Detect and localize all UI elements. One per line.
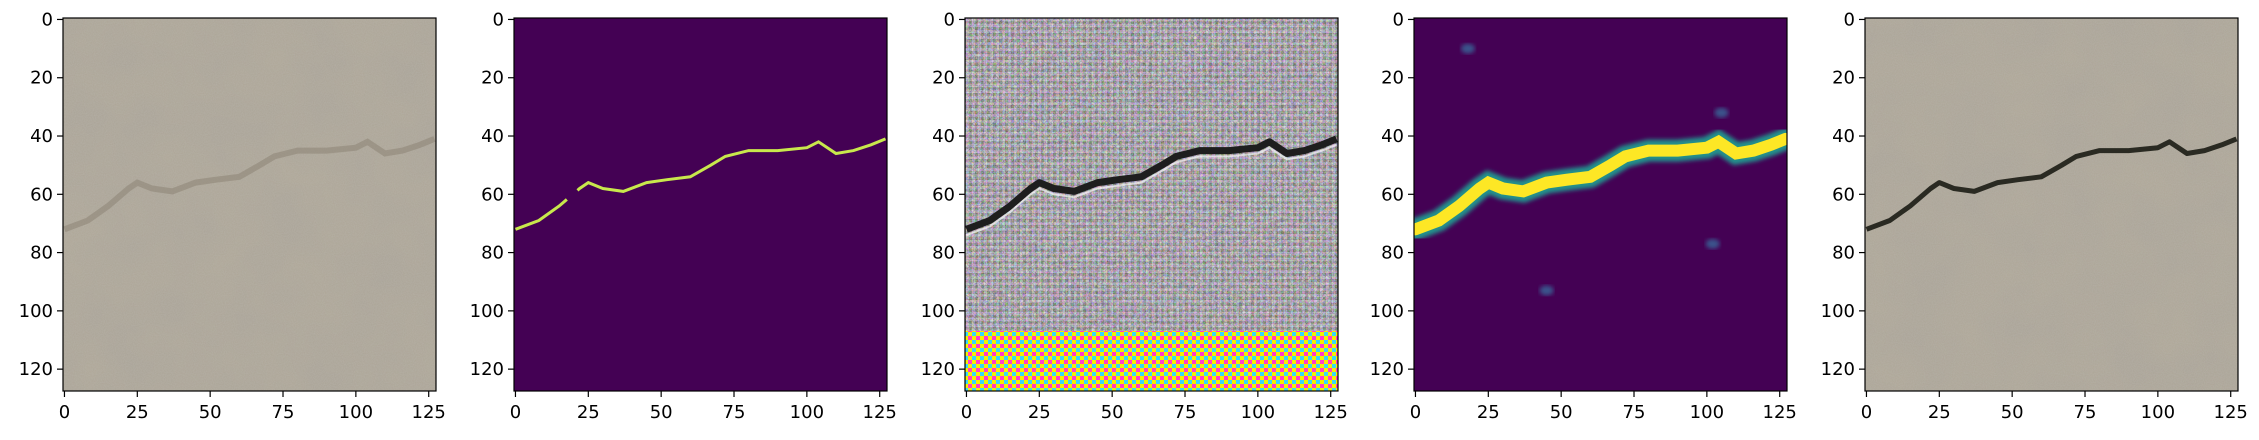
x-tick-label: 0: [1410, 402, 1421, 423]
x-tick-label: 50: [650, 402, 673, 423]
y-tick-label: 20: [30, 68, 53, 89]
y-tick-label: 40: [481, 126, 504, 147]
generated-image-image: [965, 18, 1338, 391]
crack-line: [1414, 132, 1787, 236]
x-tick-label: 0: [1861, 402, 1872, 423]
x-tick-label: 0: [961, 402, 972, 423]
y-tick-label: 0: [493, 9, 504, 30]
y-tick-label: 80: [481, 243, 504, 264]
x-tick-label: 75: [1174, 402, 1197, 423]
noise-blob: [1539, 285, 1554, 296]
x-tick-label: 100: [2141, 402, 2175, 423]
y-tick-label: 60: [1832, 184, 1855, 205]
x-tick-label: 50: [199, 402, 222, 423]
axes-frame: [62, 17, 437, 392]
y-tick-label: 20: [1832, 68, 1855, 89]
x-tick-label: 75: [272, 402, 295, 423]
y-tick-label: 100: [19, 301, 53, 322]
x-tick-label: 125: [1314, 402, 1348, 423]
x-tick-label: 125: [2214, 402, 2248, 423]
x-tick-label: 25: [1477, 402, 1500, 423]
y-tick-label: 120: [1821, 359, 1855, 380]
x-tick-label: 0: [59, 402, 70, 423]
generated-image-panel: 0 25 50 75 100 125 0 20 40 60 80 100 120: [921, 9, 1348, 423]
artifact-band: [965, 331, 1338, 391]
y-tick-label: 120: [1370, 359, 1404, 380]
overlay-photo-image: [1865, 18, 2238, 391]
crack-line: [63, 136, 436, 233]
x-tick-label: 25: [1928, 402, 1951, 423]
x-tick-label: 0: [510, 402, 521, 423]
crack-line: [1865, 136, 2238, 232]
axes-frame: [513, 17, 888, 392]
y-tick-label: 60: [932, 184, 955, 205]
crack-line: [965, 135, 1338, 233]
predicted-mask-image: [1414, 18, 1787, 391]
y-tick-label: 40: [30, 126, 53, 147]
y-tick-label: 120: [921, 359, 955, 380]
y-tick-label: 120: [470, 359, 504, 380]
x-tick-label: 50: [1101, 402, 1124, 423]
panels-layer: 0 25 50 75 100 125 0 20 40 60 80 100 120 0 25 50 75 100 12…: [19, 9, 2248, 423]
y-tick-label: 20: [932, 68, 955, 89]
x-tick-label: 75: [1623, 402, 1646, 423]
x-tick-label: 75: [723, 402, 746, 423]
axes-frame: [1413, 17, 1788, 392]
y-tick-label: 80: [932, 243, 955, 264]
y-tick-label: 80: [1832, 243, 1855, 264]
x-tick-label: 100: [790, 402, 824, 423]
input-photo-image: [63, 18, 436, 391]
x-tick-label: 125: [863, 402, 897, 423]
y-tick-label: 40: [1381, 126, 1404, 147]
x-tick-label: 100: [339, 402, 373, 423]
x-tick-label: 25: [577, 402, 600, 423]
y-tick-label: 40: [932, 126, 955, 147]
x-tick-label: 25: [126, 402, 149, 423]
x-tick-label: 125: [1763, 402, 1797, 423]
y-tick-label: 100: [1370, 301, 1404, 322]
x-tick-label: 100: [1690, 402, 1724, 423]
x-tick-label: 75: [2074, 402, 2097, 423]
x-tick-label: 125: [412, 402, 446, 423]
x-tick-label: 50: [2001, 402, 2024, 423]
x-tick-label: 100: [1241, 402, 1275, 423]
y-tick-label: 100: [470, 301, 504, 322]
axes-frame: [1864, 17, 2239, 392]
x-tick-label: 50: [1550, 402, 1573, 423]
y-tick-label: 80: [30, 243, 53, 264]
noise-blob: [1460, 43, 1475, 54]
y-tick-label: 100: [921, 301, 955, 322]
noise-blob: [1714, 107, 1729, 118]
y-tick-label: 120: [19, 359, 53, 380]
y-tick-label: 60: [481, 184, 504, 205]
axes-frame: [964, 17, 1339, 392]
y-tick-label: 20: [1381, 68, 1404, 89]
y-tick-label: 0: [42, 9, 53, 30]
y-tick-label: 60: [1381, 184, 1404, 205]
y-tick-label: 80: [1381, 243, 1404, 264]
input-photo-panel: 0 25 50 75 100 125 0 20 40 60 80 100 120: [19, 9, 446, 423]
noise-blob: [1705, 238, 1720, 249]
y-tick-label: 0: [1844, 9, 1855, 30]
overlay-photo-panel: 0 25 50 75 100 125 0 20 40 60 80 100 120: [1821, 9, 2248, 423]
y-tick-label: 40: [1832, 126, 1855, 147]
x-tick-label: 25: [1028, 402, 1051, 423]
y-tick-label: 0: [944, 9, 955, 30]
y-tick-label: 0: [1393, 9, 1404, 30]
y-tick-label: 60: [30, 184, 53, 205]
crack-line: [514, 137, 887, 231]
y-tick-label: 100: [1821, 301, 1855, 322]
ground-truth-mask-panel: 0 25 50 75 100 125 0 20 40 60 80 100 120: [470, 9, 897, 423]
ground-truth-mask-image: [514, 18, 887, 391]
y-tick-label: 20: [481, 68, 504, 89]
predicted-mask-panel: 0 25 50 75 100 125 0 20 40 60 80 100 120: [1370, 9, 1797, 423]
